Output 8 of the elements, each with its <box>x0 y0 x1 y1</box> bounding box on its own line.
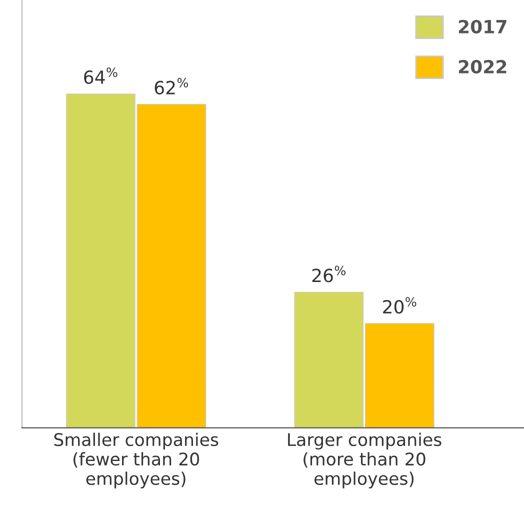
data-label: 64$^{%}$ <box>84 67 118 84</box>
legend-label: 2022 <box>458 60 506 74</box>
legend-label: 2017 <box>458 20 506 34</box>
data-label: 62$^{%}$ <box>154 78 188 94</box>
data-label: 26$^{%}$ <box>312 266 346 282</box>
x-tick-label: Smaller companies (fewer than 20 employees) <box>54 432 218 488</box>
x-tick-label: Larger companies (more than 20 employees) <box>288 432 442 488</box>
data-label: 20$^{%}$ <box>383 297 416 314</box>
